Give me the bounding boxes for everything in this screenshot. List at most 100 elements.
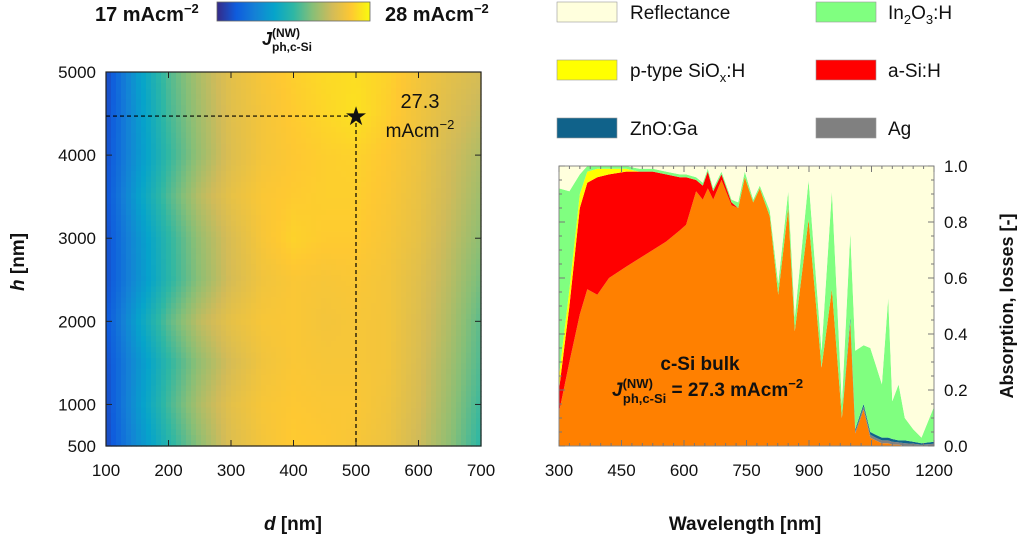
heatmap-cell xyxy=(136,154,142,161)
heatmap-cell xyxy=(386,83,392,90)
heatmap-cell xyxy=(171,402,177,409)
heatmap-cell xyxy=(426,374,432,381)
heatmap-cell xyxy=(401,270,407,277)
heatmap-cell xyxy=(431,127,437,134)
heatmap-cell xyxy=(226,121,232,128)
heatmap-cell xyxy=(441,160,447,167)
heatmap-cell xyxy=(431,358,437,365)
heatmap-cell xyxy=(231,198,237,205)
heatmap-cell xyxy=(186,440,192,447)
heatmap-cell xyxy=(331,253,337,260)
heatmap-cell xyxy=(236,83,242,90)
heatmap-cell xyxy=(141,418,147,425)
heatmap-cell xyxy=(426,121,432,128)
heatmap-cell xyxy=(421,198,427,205)
heatmap-cell xyxy=(306,77,312,84)
heatmap-cell xyxy=(321,138,327,145)
heatmap-cell xyxy=(226,308,232,315)
heatmap-cell xyxy=(446,286,452,293)
heatmap-cell xyxy=(461,336,467,343)
heatmap-cell xyxy=(346,149,352,156)
heatmap-cell xyxy=(346,253,352,260)
heatmap-cell xyxy=(136,182,142,189)
heatmap-cell xyxy=(291,319,297,326)
heatmap-cell xyxy=(151,231,157,238)
heatmap-cell xyxy=(241,253,247,260)
heatmap-cell xyxy=(251,314,257,321)
heatmap-cell xyxy=(411,143,417,150)
heatmap-cell xyxy=(261,286,267,293)
heatmap-cell xyxy=(391,275,397,282)
heatmap-cell xyxy=(266,429,272,436)
heatmap-cell xyxy=(271,297,277,304)
heatmap-cell xyxy=(226,242,232,249)
heatmap-cell xyxy=(236,143,242,150)
heatmap-cell xyxy=(261,424,267,431)
heatmap-cell xyxy=(166,165,172,172)
heatmap-cell xyxy=(291,198,297,205)
heatmap-cell xyxy=(391,385,397,392)
heatmap-cell xyxy=(171,341,177,348)
heatmap-cell xyxy=(381,396,387,403)
heatmap-cell xyxy=(356,160,362,167)
heatmap-cell xyxy=(166,143,172,150)
heatmap-cell xyxy=(161,358,167,365)
heatmap-cell xyxy=(171,138,177,145)
heatmap-cell xyxy=(141,149,147,156)
heatmap-cell xyxy=(366,319,372,326)
heatmap-cell xyxy=(321,303,327,310)
heatmap-cell xyxy=(366,237,372,244)
heatmap-cell xyxy=(126,352,132,359)
heatmap-cell xyxy=(396,407,402,414)
heatmap-cell xyxy=(146,281,152,288)
heatmap-cell xyxy=(446,171,452,178)
heatmap-cell xyxy=(371,341,377,348)
heatmap-cell xyxy=(211,105,217,112)
heatmap-cell xyxy=(176,330,182,337)
heatmap-cell xyxy=(166,209,172,216)
heatmap-cell xyxy=(326,160,332,167)
heatmap-cell xyxy=(381,369,387,376)
heatmap-cell xyxy=(436,77,442,84)
heatmap-cell xyxy=(436,160,442,167)
heatmap-cell xyxy=(416,127,422,134)
heatmap-cell xyxy=(426,77,432,84)
heatmap-cell xyxy=(336,231,342,238)
heatmap-cell xyxy=(361,231,367,238)
heatmap-cell xyxy=(451,220,457,227)
heatmap-cell xyxy=(221,83,227,90)
heatmap-cell xyxy=(326,165,332,172)
heatmap-cell xyxy=(391,187,397,194)
heatmap-cell xyxy=(431,116,437,123)
heatmap-cell xyxy=(281,105,287,112)
heatmap-cell xyxy=(111,132,117,139)
heatmap-cell xyxy=(276,297,282,304)
heatmap-cell xyxy=(141,385,147,392)
heatmap-cell xyxy=(261,303,267,310)
heatmap-cell xyxy=(201,264,207,271)
heatmap-cell xyxy=(216,308,222,315)
heatmap-cell xyxy=(166,347,172,354)
heatmap-cell xyxy=(116,435,122,442)
heatmap-cell xyxy=(286,418,292,425)
heatmap-cell xyxy=(336,275,342,282)
heatmap-cell xyxy=(306,231,312,238)
heatmap-cell xyxy=(261,242,267,249)
heatmap-cell xyxy=(251,209,257,216)
heatmap-cell xyxy=(361,396,367,403)
heatmap-cell xyxy=(276,303,282,310)
heatmap-cell xyxy=(116,347,122,354)
heatmap-cell xyxy=(111,176,117,183)
heatmap-cell xyxy=(271,253,277,260)
heatmap-cell xyxy=(151,198,157,205)
heatmap-cell xyxy=(226,396,232,403)
heatmap-cell xyxy=(416,385,422,392)
heatmap-cell xyxy=(426,242,432,249)
heatmap-cell xyxy=(166,94,172,101)
heatmap-cell xyxy=(326,369,332,376)
heatmap-cell xyxy=(346,105,352,112)
heatmap-cell xyxy=(241,165,247,172)
heatmap-cell xyxy=(241,116,247,123)
heatmap-cell xyxy=(291,193,297,200)
heatmap-cell xyxy=(441,193,447,200)
